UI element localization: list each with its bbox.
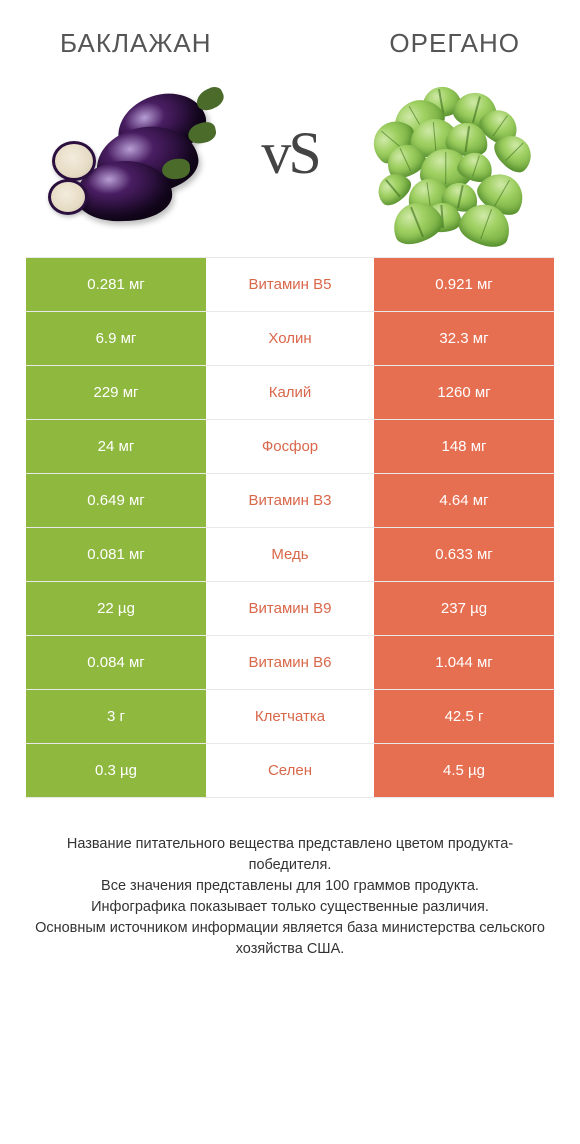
left-product-title: БАКЛАЖАН bbox=[60, 28, 212, 59]
left-value-cell: 0.281 мг bbox=[26, 258, 206, 311]
table-row: 0.281 мгВитамин B50.921 мг bbox=[26, 258, 554, 312]
left-value-cell: 0.084 мг bbox=[26, 636, 206, 689]
table-row: 3 гКлетчатка42.5 г bbox=[26, 690, 554, 744]
footnote-line: Все значения представлены для 100 граммо… bbox=[28, 876, 552, 897]
left-value-cell: 22 µg bbox=[26, 582, 206, 635]
footnote: Название питательного вещества представл… bbox=[28, 834, 552, 960]
right-value-cell: 0.921 мг bbox=[374, 258, 554, 311]
right-value-cell: 42.5 г bbox=[374, 690, 554, 743]
table-row: 229 мгКалий1260 мг bbox=[26, 366, 554, 420]
nutrient-label: Холин bbox=[206, 312, 374, 365]
comparison-table: 0.281 мгВитамин B50.921 мг6.9 мгХолин32.… bbox=[26, 257, 554, 798]
left-value-cell: 24 мг bbox=[26, 420, 206, 473]
right-value-cell: 0.633 мг bbox=[374, 528, 554, 581]
right-value-cell: 148 мг bbox=[374, 420, 554, 473]
table-row: 0.649 мгВитамин B34.64 мг bbox=[26, 474, 554, 528]
left-value-cell: 0.649 мг bbox=[26, 474, 206, 527]
vs-row: vS bbox=[0, 69, 580, 249]
nutrient-label: Селен bbox=[206, 744, 374, 797]
right-value-cell: 1260 мг bbox=[374, 366, 554, 419]
right-value-cell: 4.64 мг bbox=[374, 474, 554, 527]
right-product-title: ОРЕГАНО bbox=[389, 28, 520, 59]
left-value-cell: 0.081 мг bbox=[26, 528, 206, 581]
oregano-illustration bbox=[362, 83, 532, 223]
nutrient-label: Клетчатка bbox=[206, 690, 374, 743]
nutrient-label: Витамин B5 bbox=[206, 258, 374, 311]
right-value-cell: 237 µg bbox=[374, 582, 554, 635]
left-value-cell: 3 г bbox=[26, 690, 206, 743]
nutrient-label: Калий bbox=[206, 366, 374, 419]
nutrient-label: Витамин B6 bbox=[206, 636, 374, 689]
table-row: 0.084 мгВитамин B61.044 мг bbox=[26, 636, 554, 690]
right-value-cell: 1.044 мг bbox=[374, 636, 554, 689]
right-product-image bbox=[345, 78, 550, 228]
left-value-cell: 0.3 µg bbox=[26, 744, 206, 797]
right-value-cell: 4.5 µg bbox=[374, 744, 554, 797]
table-row: 6.9 мгХолин32.3 мг bbox=[26, 312, 554, 366]
nutrient-label: Витамин B9 bbox=[206, 582, 374, 635]
nutrient-label: Фосфор bbox=[206, 420, 374, 473]
right-value-cell: 32.3 мг bbox=[374, 312, 554, 365]
table-row: 22 µgВитамин B9237 µg bbox=[26, 582, 554, 636]
left-value-cell: 6.9 мг bbox=[26, 312, 206, 365]
left-value-cell: 229 мг bbox=[26, 366, 206, 419]
eggplant-illustration bbox=[48, 83, 218, 223]
table-row: 0.3 µgСелен4.5 µg bbox=[26, 744, 554, 798]
vs-label: vS bbox=[255, 119, 324, 188]
footnote-line: Основным источником информации является … bbox=[28, 918, 552, 960]
footnote-line: Инфографика показывает только существенн… bbox=[28, 897, 552, 918]
header: БАКЛАЖАН ОРЕГАНО bbox=[0, 0, 580, 69]
nutrient-label: Медь bbox=[206, 528, 374, 581]
table-row: 0.081 мгМедь0.633 мг bbox=[26, 528, 554, 582]
footnote-line: Название питательного вещества представл… bbox=[28, 834, 552, 876]
nutrient-label: Витамин B3 bbox=[206, 474, 374, 527]
table-row: 24 мгФосфор148 мг bbox=[26, 420, 554, 474]
left-product-image bbox=[30, 78, 235, 228]
